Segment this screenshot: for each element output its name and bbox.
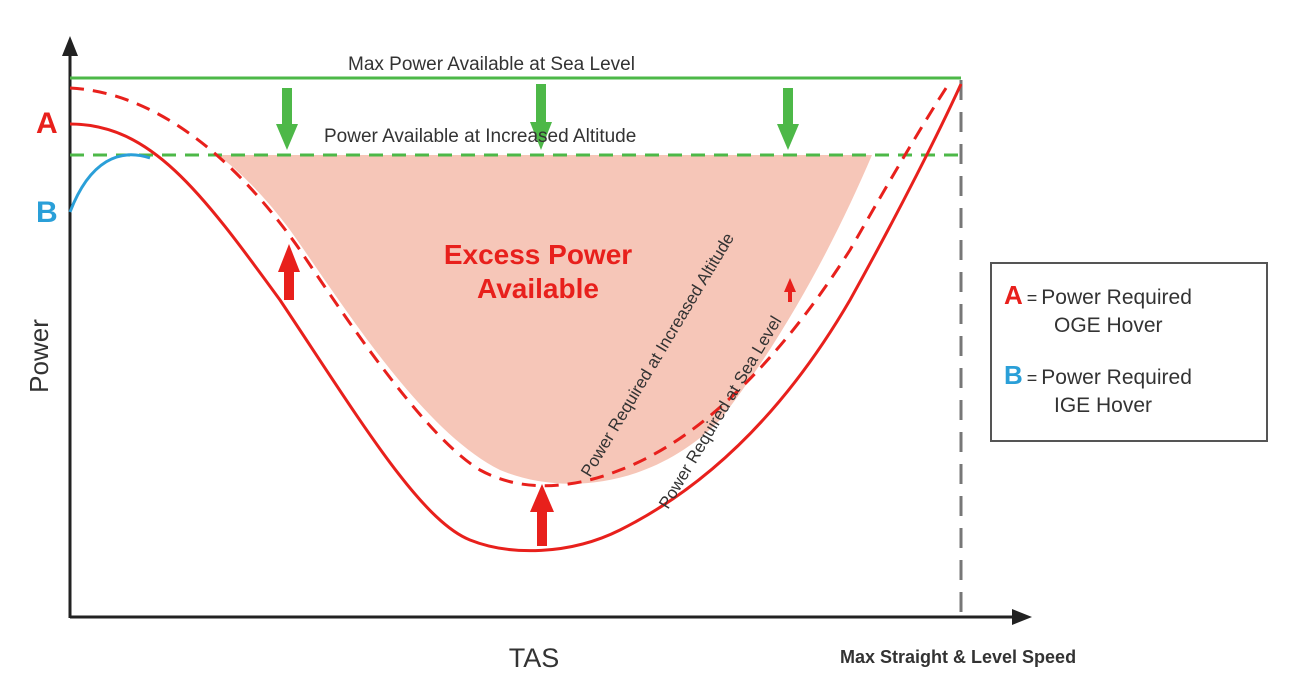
legend-a-equals: =	[1026, 288, 1038, 308]
excess-power-region	[218, 155, 872, 484]
y-axis-label: Power	[24, 319, 54, 393]
power-required-sea-level-curve	[69, 83, 963, 553]
marker-b: B	[36, 196, 58, 229]
legend-entry-a: A = Power Required OGE Hover	[1004, 282, 1192, 339]
x-axis-arrowhead	[1012, 609, 1032, 625]
power-available-altitude-label: Power Available at Increased Altitude	[324, 126, 636, 147]
legend-b-letter: B	[1004, 360, 1023, 390]
x-axis-label: TAS	[509, 643, 560, 673]
y-axis-arrowhead	[62, 36, 78, 56]
legend-a-letter: A	[1004, 280, 1023, 310]
ige-hover-curve	[68, 153, 151, 213]
red-up-arrow-3	[784, 278, 796, 302]
green-down-arrow-2	[530, 84, 552, 150]
legend-a-line2: OGE Hover	[1054, 314, 1163, 337]
excess-power-label-line1: Excess Power	[444, 239, 632, 270]
legend-entry-b: B = Power Required IGE Hover	[1004, 362, 1192, 419]
legend: A = Power Required OGE Hover B = Power Requi…	[990, 262, 1268, 442]
green-down-arrow-3	[777, 88, 799, 150]
power-required-altitude-curve	[69, 81, 952, 488]
green-down-arrow-1	[276, 88, 298, 150]
legend-b-line2: IGE Hover	[1054, 394, 1153, 417]
excess-power-label-line2: Available	[477, 273, 599, 304]
legend-b-line1: Power Required	[1041, 366, 1192, 389]
legend-b-equals: =	[1026, 368, 1038, 388]
marker-a: A	[36, 107, 58, 140]
max-speed-label: Max Straight & Level Speed	[840, 647, 1076, 667]
red-up-arrow-2	[530, 484, 554, 546]
max-power-sea-level-label: Max Power Available at Sea Level	[348, 54, 635, 75]
red-up-arrow-1	[278, 244, 300, 300]
legend-a-line1: Power Required	[1041, 286, 1192, 309]
